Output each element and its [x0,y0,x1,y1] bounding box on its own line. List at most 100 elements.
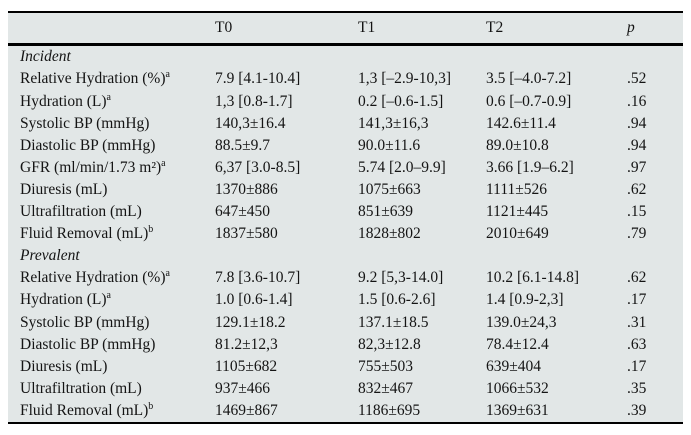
cell-t1: 90.0±11.6 [358,136,421,154]
table-row: Diuresis (mL) 1105±682 755±503 639±404 .17 [8,356,683,378]
cell-t0: 81.2±12,3 [215,335,278,353]
cell-t0: 1,3 [0.8-1.7] [215,92,293,110]
cell-p: .94 [627,114,647,132]
cell-p: .39 [627,401,647,419]
table-row: Diastolic BP (mmHg) 88.5±9.7 90.0±11.6 89.0… [8,135,683,157]
cell-t2: 1111±526 [486,180,548,198]
cell-t0: 1837±580 [215,225,278,243]
cell-p: .35 [627,379,647,397]
cell-t2: 89.0±10.8 [486,136,549,154]
cell-t1: 0.2 [–0.6-1.5] [358,92,444,110]
table-row: Systolic BP (mmHg) 129.1±18.2 137.1±18.5 13… [8,311,683,333]
footnote-marker: a [165,268,170,280]
cell-t2: 1121±445 [486,203,549,221]
cell-t1: 1075±663 [358,180,421,198]
row-label: Ultrafiltration (mL) [20,379,142,397]
cell-p: .17 [627,291,647,309]
cell-t1: 755±503 [358,357,414,375]
cell-t1: 851±639 [358,203,414,221]
table-row: Relative Hydration (%)a 7.8 [3.6-10.7] 9.2… [8,267,683,289]
cell-p: .15 [627,203,647,221]
section-row: Prevalent [8,245,683,267]
section-title: Prevalent [20,247,80,265]
row-label: Diuresis (mL) [20,357,108,375]
cell-t1: 1.5 [0.6-2.6] [358,291,436,309]
cell-t2: 139.0±24,3 [486,313,557,331]
footnote-marker: a [161,157,166,169]
table-row: Fluid Removal (mL)b 1837±580 1828±802 2010±… [8,223,683,245]
row-label: Systolic BP (mmHg) [20,313,150,331]
table-row: Systolic BP (mmHg) 140,3±16.4 141,3±16,3 14… [8,113,683,135]
table-row: Relative Hydration (%)a 7.9 [4.1-10.4] 1,3… [8,68,683,90]
row-label: Systolic BP (mmHg) [20,114,150,132]
cell-t1: 137.1±18.5 [358,313,429,331]
row-label: Hydration (L)a [20,91,111,110]
cell-t0: 140,3±16.4 [215,114,286,132]
footnote-marker: b [148,400,154,412]
cell-t2: 142.6±11.4 [486,114,556,132]
table-row: Diastolic BP (mmHg) 81.2±12,3 82,3±12.8 78.… [8,334,683,356]
cell-t2: 3.5 [–4.0-7.2] [486,70,572,88]
row-label: Hydration (L)a [20,290,111,309]
cell-p: .94 [627,136,647,154]
table-row: Hydration (L)a 1.0 [0.6-1.4] 1.5 [0.6-2.6]… [8,289,683,311]
cell-p: .62 [627,180,647,198]
table-row: Hydration (L)a 1,3 [0.8-1.7] 0.2 [–0.6-1.5… [8,91,683,113]
cell-t0: 7.9 [4.1-10.4] [215,70,301,88]
cell-t1: 832±467 [358,379,414,397]
col-header-t0: T0 [215,13,358,46]
cell-t0: 1469±867 [215,401,278,419]
table-header: T0 T1 T2 p [8,13,683,46]
section-title: Incident [20,48,71,66]
cell-t0: 129.1±18.2 [215,313,286,331]
cell-t0: 937±466 [215,379,271,397]
table-row: Diuresis (mL) 1370±886 1075±663 1111±526 .62 [8,179,683,201]
cell-t2: 10.2 [6.1-14.8] [486,269,579,287]
row-label: Relative Hydration (%)a [20,268,170,287]
row-label: Diuresis (mL) [20,180,108,198]
cell-t2: 639±404 [486,357,542,375]
col-header-p: p [627,13,683,46]
cell-p: .31 [627,313,647,331]
row-label: Fluid Removal (mL)b [20,223,154,243]
cell-t2: 1369±631 [486,401,549,419]
cell-t1: 1828±802 [358,225,421,243]
row-label: Ultrafiltration (mL) [20,203,142,221]
cell-t0: 1370±886 [215,180,278,198]
cell-p: .16 [627,92,647,110]
col-header-t2: T2 [486,13,627,46]
results-table: T0 T1 T2 p Incident Relative Hydration (%… [8,13,683,422]
table-row: Ultrafiltration (mL) 647±450 851±639 1121±4… [8,201,683,223]
section-row: Incident [8,45,683,69]
table-row: GFR (ml/min/1.73 m²)a 6,37 [3.0-8.5] 5.74 … [8,157,683,179]
cell-t0: 6,37 [3.0-8.5] [215,158,301,176]
cell-t2: 0.6 [–0.7-0.9] [486,92,572,110]
cell-t0: 1.0 [0.6-1.4] [215,291,293,309]
cell-t1: 82,3±12.8 [358,335,421,353]
col-header-t1: T1 [358,13,486,46]
cell-t2: 3.66 [1.9–6.2] [486,158,574,176]
footnote-marker: a [106,91,111,103]
cell-p: .52 [627,70,647,88]
cell-t0: 88.5±9.7 [215,136,271,154]
cell-p: .97 [627,158,647,176]
cell-p: .63 [627,335,647,353]
row-label: Diastolic BP (mmHg) [20,335,156,353]
cell-t2: 1066±532 [486,379,549,397]
table-row: Fluid Removal (mL)b 1469±867 1186±695 1369±… [8,400,683,422]
cell-p: .79 [627,225,647,243]
row-label: Diastolic BP (mmHg) [20,136,156,154]
table-body: Incident Relative Hydration (%)a 7.9 [4.1-… [8,45,683,423]
footnote-marker: a [165,69,170,81]
row-label: Fluid Removal (mL)b [20,400,154,419]
cell-t0: 7.8 [3.6-10.7] [215,269,301,287]
cell-t1: 9.2 [5,3-14.0] [358,269,444,287]
cell-t0: 1105±682 [215,357,278,375]
cell-t2: 1.4 [0.9-2,3] [486,291,564,309]
cell-t1: 1186±695 [358,401,421,419]
cell-t1: 1,3 [–2.9-10,3] [358,70,451,88]
cell-p: .62 [627,269,647,287]
row-label: Relative Hydration (%)a [20,69,170,88]
row-label: GFR (ml/min/1.73 m²)a [20,157,166,176]
